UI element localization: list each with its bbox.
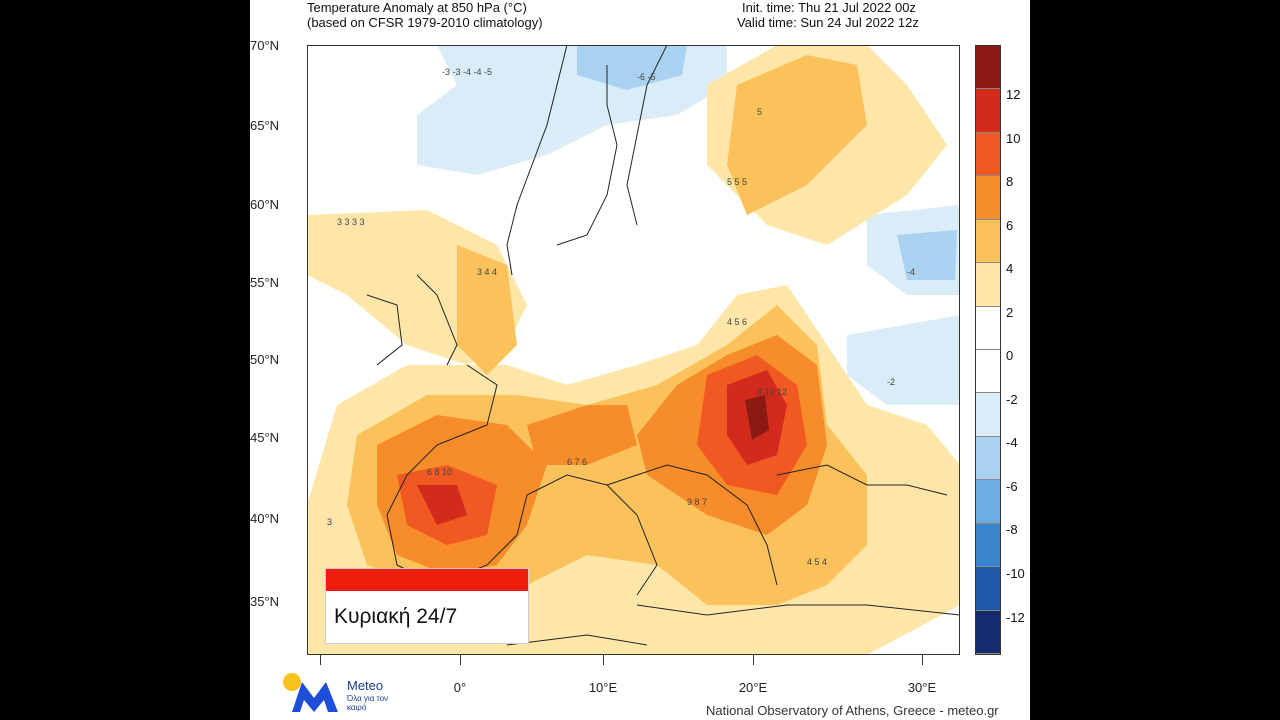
colorbar-segment <box>976 89 1000 133</box>
contour-label: 3 4 4 <box>477 267 497 277</box>
valid-time: Valid time: Sun 24 Jul 2022 12z <box>737 15 919 30</box>
warm-anomaly-4-6-scandinavia <box>727 55 867 215</box>
colorbar-label: -2 <box>1006 392 1018 407</box>
colorbar-label: 8 <box>1006 174 1014 189</box>
contour-label: 4 5 6 <box>727 317 747 327</box>
m-mark-icon <box>292 682 338 712</box>
lat-label: 40°N <box>250 511 280 526</box>
logo-tagline: Όλα για τον καιρό <box>347 694 389 712</box>
colorbar-label: -4 <box>1006 435 1018 450</box>
lat-label: 60°N <box>250 197 280 212</box>
contour-label: -3 -3 -4 -4 -5 <box>442 67 492 77</box>
map-subtitle: (based on CFSR 1979-2010 climatology) <box>307 15 543 30</box>
contour-label: 9 8 7 <box>687 497 707 507</box>
logo-brand: Meteo <box>347 678 384 693</box>
lon-label: 0° <box>453 680 467 695</box>
day-label: Κυριακή 24/7 <box>334 605 458 628</box>
colorbar-segment <box>976 350 1000 394</box>
colorbar-segment <box>976 132 1000 177</box>
anomaly-map[interactable]: -3 -3 -4 -4 -5 -6 -5 5 5 5 5 3 3 3 3 3 4… <box>307 45 960 655</box>
colorbar-segment <box>976 436 1000 481</box>
lon-tick <box>922 655 923 665</box>
colorbar-label: 10 <box>1006 131 1021 146</box>
warm-anomaly-12-plus-carpathian <box>745 395 769 440</box>
cool-anomaly-east-core <box>897 230 957 280</box>
lat-label: 50°N <box>250 352 280 367</box>
colorbar-label: 6 <box>1006 218 1014 233</box>
colorbar-segment <box>976 610 1000 654</box>
colorbar-segment <box>976 480 1000 524</box>
lon-tick <box>320 655 321 665</box>
colorbar-segment <box>976 263 1000 307</box>
lon-label: 10°E <box>588 680 618 695</box>
footer-credit: National Observatory of Athens, Greece -… <box>706 703 999 718</box>
colorbar-label: 4 <box>1006 261 1014 276</box>
lon-tick <box>603 655 604 665</box>
lat-label: 65°N <box>250 118 280 133</box>
cool-anomaly-russia <box>847 315 960 405</box>
contour-label: 3 <box>327 517 332 527</box>
colorbar-label: -8 <box>1006 522 1018 537</box>
init-time: Init. time: Thu 21 Jul 2022 00z <box>742 0 916 15</box>
contour-label: 8 10 12 <box>757 387 787 397</box>
colorbar-segment <box>976 523 1000 568</box>
colorbar-segment <box>976 393 1000 437</box>
colorbar-segment <box>976 306 1000 350</box>
colorbar-segment <box>976 567 1000 611</box>
map-panel: Temperature Anomaly at 850 hPa (°C) (bas… <box>250 0 1030 720</box>
lon-tick <box>460 655 461 665</box>
colorbar-label: -12 <box>1006 610 1025 625</box>
coastlines <box>366 45 960 646</box>
colorbar-segment <box>976 46 1000 90</box>
lat-label: 55°N <box>250 275 280 290</box>
lon-label: 20°E <box>738 680 768 695</box>
contour-label: 3 3 3 3 <box>337 217 365 227</box>
contour-labels: -3 -3 -4 -4 -5 -6 -5 5 5 5 5 3 3 3 3 3 4… <box>327 67 915 567</box>
cool-anomaly-core <box>577 45 687 90</box>
sun-icon <box>283 673 301 691</box>
colorbar-segment <box>976 219 1000 264</box>
map-title: Temperature Anomaly at 850 hPa (°C) <box>307 0 527 15</box>
warm-anomaly-6-8-alps <box>527 405 637 465</box>
contour-label: 5 5 5 <box>727 177 747 187</box>
colorbar-label: -6 <box>1006 479 1018 494</box>
lon-tick <box>753 655 754 665</box>
contour-label: -4 <box>907 267 915 277</box>
contour-label: 6 7 6 <box>567 457 587 467</box>
colorbar-label: -10 <box>1006 566 1025 581</box>
colorbar <box>975 45 1001 655</box>
lat-label: 35°N <box>250 594 280 609</box>
contour-label: 6 8 10 <box>427 467 452 477</box>
lat-label: 45°N <box>250 430 280 445</box>
colorbar-label: 2 <box>1006 305 1014 320</box>
contour-label: -2 <box>887 377 895 387</box>
day-overlay: Κυριακή 24/7 <box>325 568 529 644</box>
colorbar-segment <box>976 176 1000 220</box>
lon-label: 30°E <box>907 680 937 695</box>
lat-label: 70°N <box>250 38 280 53</box>
contour-label: 4 5 4 <box>807 557 827 567</box>
warm-anomaly-10-12-iberia <box>417 485 467 525</box>
colorbar-label: 12 <box>1006 87 1021 102</box>
warm-anomaly-4-6-north-sea <box>457 245 517 375</box>
meteo-logo[interactable] <box>280 668 400 716</box>
contour-label: 5 <box>757 107 762 117</box>
colorbar-label: 0 <box>1006 348 1014 363</box>
day-overlay-bar <box>326 569 528 591</box>
map-canvas: -3 -3 -4 -4 -5 -6 -5 5 5 5 5 3 3 3 3 3 4… <box>307 45 960 655</box>
contour-label: -6 -5 <box>637 72 656 82</box>
